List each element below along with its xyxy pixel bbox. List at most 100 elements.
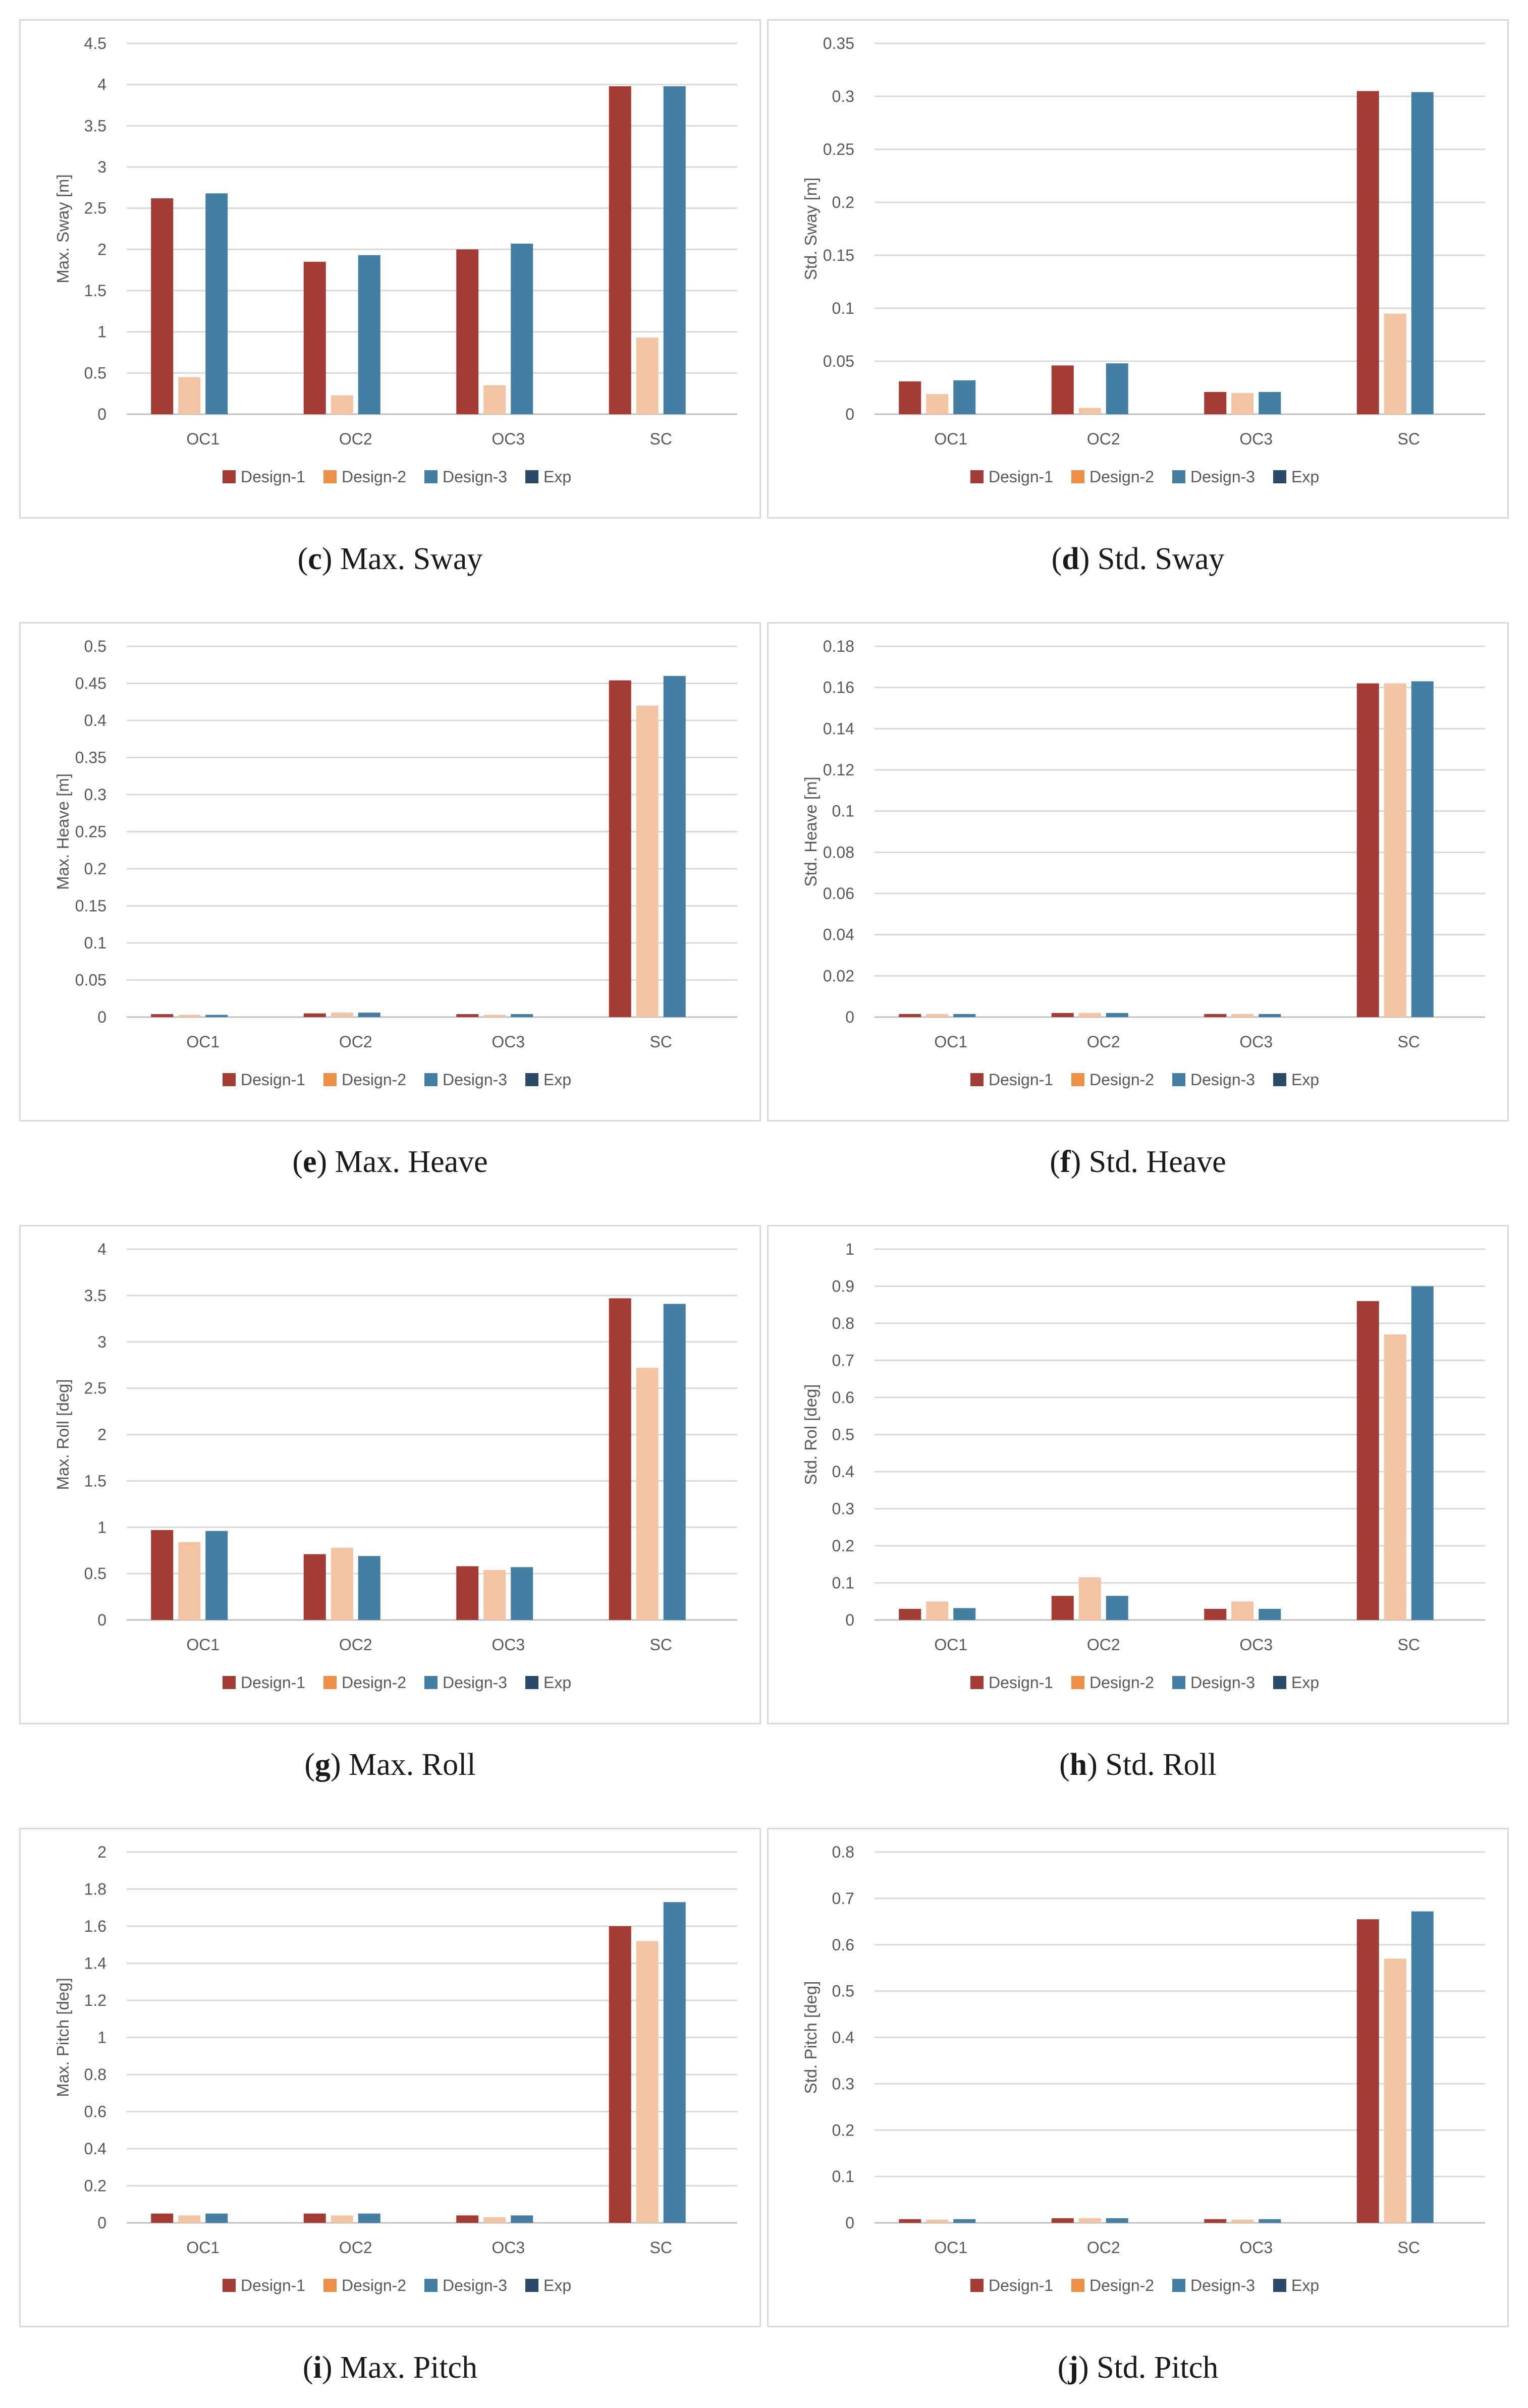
y-tick-label: 0.35 [823,34,854,52]
legend-swatch-design-2 [1071,470,1084,483]
chart-svg-d: 0 0.05 0.1 0.15 0.2 0.25 0.3 0.35 Std. Sway [m] O… [801,34,1485,486]
y-tick-label: 0.15 [823,246,854,264]
legend-label: Exp [1291,468,1319,486]
bar-design-2-oc3 [483,1015,506,1017]
legend-label: Design-3 [1190,1071,1255,1089]
y-tick-label: 0.5 [832,1426,854,1444]
bar-design-1-oc2 [303,2213,326,2223]
y-tick-label: 2 [97,240,106,258]
bar-design-1-sc [609,1926,631,2223]
y-tick-label: 3 [97,158,106,176]
y-tick-label: 0 [97,2214,106,2232]
x-tick-label: OC2 [339,1636,372,1654]
legend-swatch-design-3 [1172,470,1185,483]
chart-panel-c: 0 0.5 1 1.5 2 2.5 3 3.5 4 4.5 Max. Sway [m] OC1 OC2 O… [19,19,761,519]
x-tick-label: OC3 [1239,430,1273,448]
caption-letter: i [313,2350,322,2385]
legend-swatch-design-2 [323,470,337,483]
y-tick-label: 0 [97,1008,106,1026]
caption-letter: h [1069,1748,1087,1782]
legend-swatch-design-1 [223,1073,236,1086]
bar-design-3-oc3 [1259,1014,1281,1017]
bar-design-1-oc1 [151,198,174,414]
bar-design-1-oc1 [899,1014,921,1017]
y-tick-label: 1.2 [84,1991,106,2009]
bar-design-2-oc2 [331,1547,353,1620]
bar-design-2-oc2 [1078,1013,1101,1017]
chart-caption-j: (j) Std. Pitch [1057,2350,1219,2385]
bar-design-1-oc1 [151,1014,174,1017]
legend-swatch-design-1 [223,470,236,483]
bar-design-3-oc1 [205,1531,228,1620]
bar-design-3-sc [663,676,686,1017]
bar-design-2-oc2 [1078,2218,1101,2223]
bar-design-1-sc [609,680,631,1017]
legend-label: Design-2 [1089,1071,1154,1089]
y-tick-label: 0.25 [823,140,854,158]
bar-design-1-sc [1356,91,1379,414]
legend-swatch-design-3 [1172,1676,1185,1689]
y-tick-label: 1.5 [84,1472,106,1490]
y-tick-label: 1.5 [84,282,106,300]
legend-label: Exp [1291,1071,1319,1089]
y-tick-label: 1.6 [84,1917,106,1935]
legend-label: Design-3 [1190,468,1255,486]
bar-design-2-sc [636,1941,659,2223]
y-tick-label: 0.14 [823,719,854,738]
bar-design-2-oc3 [1231,2219,1254,2223]
legend-label: Design-3 [443,1673,507,1692]
legend-label: Design-3 [443,1071,507,1089]
x-tick-label: OC3 [492,2238,525,2257]
y-tick-label: 0.5 [832,1982,854,2000]
y-tick-label: 1.8 [84,1880,106,1898]
bar-design-1-oc2 [1051,1596,1074,1620]
y-tick-label: 4 [97,76,106,94]
y-tick-label: 0.7 [832,1889,854,1908]
bar-design-3-oc3 [511,1567,533,1620]
legend-label: Design-1 [989,1071,1053,1089]
legend-swatch-design-2 [323,1073,337,1086]
x-tick-label: SC [650,1636,672,1654]
bar-design-1-oc3 [1204,391,1227,414]
bar-design-3-oc2 [358,1556,380,1620]
y-tick-label: 0.1 [832,2167,854,2186]
x-tick-label: OC2 [1087,430,1120,448]
y-tick-label: 0.35 [75,749,106,767]
bar-design-3-oc2 [358,255,380,414]
bar-design-2-oc3 [483,1570,506,1620]
bar-design-2-oc2 [331,2215,353,2223]
bar-design-3-oc3 [1259,1608,1281,1620]
bar-design-3-oc2 [358,1013,380,1017]
bar-design-2-oc1 [178,1015,201,1017]
bar-design-2-oc2 [1078,1577,1101,1620]
chart-panel-e: 0 0.05 0.1 0.15 0.2 0.25 0.3 0.35 0.4 0.45 0.5 Max.… [19,622,761,1122]
x-tick-label: OC1 [186,1636,220,1654]
legend-swatch-exp [525,1073,538,1086]
y-tick-label: 0.3 [84,786,106,804]
x-tick-label: SC [650,1033,672,1051]
chart-caption-e: (e) Max. Heave [292,1145,488,1179]
bar-design-2-sc [1384,1334,1406,1620]
x-tick-label: SC [1398,1636,1420,1654]
legend-swatch-design-1 [970,1073,984,1086]
chart-panel-h: 0 0.1 0.2 0.3 0.4 0.5 0.6 0.7 0.8 0.9 1 Std. Rol [d… [767,1225,1509,1724]
y-tick-label: 0.04 [823,926,854,944]
bar-design-3-sc [1411,681,1434,1017]
caption-text: ) Max. Roll [331,1748,476,1782]
bar-design-3-oc3 [511,2215,533,2223]
y-tick-label: 4 [97,1240,106,1258]
bar-design-2-oc1 [178,2215,201,2223]
bar-design-1-sc [609,86,631,414]
chart-svg-f: 0 0.02 0.04 0.06 0.08 0.1 0.12 0.14 0.16 0.18 Std.… [801,637,1485,1089]
legend-swatch-design-3 [424,2279,438,2292]
bar-design-2-oc2 [331,395,353,414]
chart-svg-g: 0 0.5 1 1.5 2 2.5 3 3.5 4 Max. Roll [deg] OC1 OC2 OC… [53,1240,737,1692]
bar-design-3-oc2 [1106,1596,1128,1620]
bar-design-2-oc1 [926,2219,949,2223]
x-tick-label: OC1 [934,1636,967,1654]
bar-design-3-sc [1411,1286,1434,1620]
legend-label: Design-1 [989,468,1053,486]
legend-swatch-design-3 [424,1676,438,1689]
y-tick-label: 0 [845,2214,854,2232]
caption-text: ) Std. Heave [1070,1145,1226,1179]
